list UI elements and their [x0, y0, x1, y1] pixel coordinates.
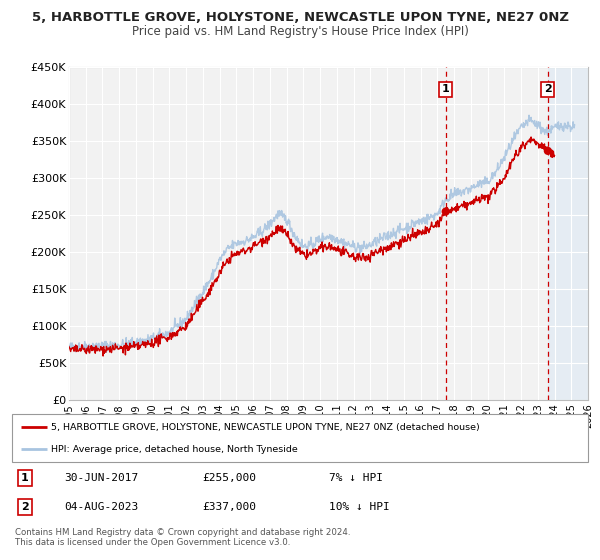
Text: 1: 1	[21, 473, 29, 483]
Text: 10% ↓ HPI: 10% ↓ HPI	[329, 502, 389, 512]
Text: 1: 1	[442, 85, 449, 95]
Text: Price paid vs. HM Land Registry's House Price Index (HPI): Price paid vs. HM Land Registry's House …	[131, 25, 469, 38]
Text: 2: 2	[21, 502, 29, 512]
Text: 30-JUN-2017: 30-JUN-2017	[64, 473, 138, 483]
Point	[543, 146, 553, 155]
Text: £337,000: £337,000	[202, 502, 256, 512]
Text: 04-AUG-2023: 04-AUG-2023	[64, 502, 138, 512]
Bar	[548, 67, 588, 400]
Text: This data is licensed under the Open Government Licence v3.0.: This data is licensed under the Open Gov…	[15, 538, 290, 547]
Text: £255,000: £255,000	[202, 473, 256, 483]
Text: 2: 2	[544, 85, 551, 95]
Text: 5, HARBOTTLE GROVE, HOLYSTONE, NEWCASTLE UPON TYNE, NE27 0NZ: 5, HARBOTTLE GROVE, HOLYSTONE, NEWCASTLE…	[32, 11, 569, 24]
Text: 7% ↓ HPI: 7% ↓ HPI	[329, 473, 383, 483]
Text: 5, HARBOTTLE GROVE, HOLYSTONE, NEWCASTLE UPON TYNE, NE27 0NZ (detached house): 5, HARBOTTLE GROVE, HOLYSTONE, NEWCASTLE…	[51, 423, 480, 432]
Text: HPI: Average price, detached house, North Tyneside: HPI: Average price, detached house, Nort…	[51, 445, 298, 454]
Point	[441, 207, 451, 216]
Text: Contains HM Land Registry data © Crown copyright and database right 2024.: Contains HM Land Registry data © Crown c…	[15, 528, 350, 536]
